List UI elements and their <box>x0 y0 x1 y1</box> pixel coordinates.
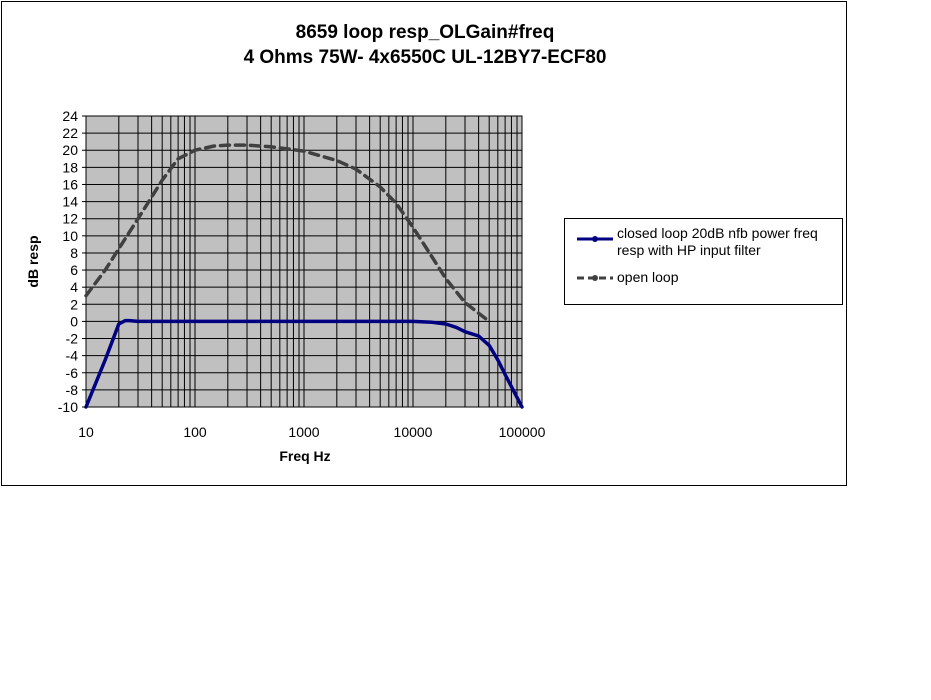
series-line-closed-loop <box>84 318 524 409</box>
legend-label-open-loop: open loop <box>617 269 679 285</box>
chart-title: 8659 loop resp_OLGain#freq <box>295 22 555 43</box>
y-tick-label: -6 <box>66 365 79 381</box>
y-tick-label: -8 <box>66 382 79 398</box>
y-tick-label: -2 <box>66 331 79 347</box>
y-tick-label: -4 <box>66 348 79 364</box>
y-tick-label: 0 <box>70 313 78 329</box>
chart-subtitle: 4 Ohms 75W- 4x6550C UL-12BY7-ECF80 <box>243 47 607 68</box>
y-tick-label: 2 <box>70 296 78 312</box>
y-tick-label: 10 <box>62 228 78 244</box>
legend-swatch-open-loop <box>577 275 613 281</box>
y-tick-label: 4 <box>70 279 78 295</box>
chart-frame: 24 22 20 18 16 14 12 10 8 6 4 2 0 -2 -4 -6 -8 -10 10 100 100… <box>1 1 847 486</box>
y-tick-label: -10 <box>58 399 78 415</box>
y-tick-label: 8 <box>70 245 78 261</box>
series-line-open-loop <box>84 143 491 324</box>
x-axis-label: Freq Hz <box>279 448 330 464</box>
x-tick-label: 10 <box>78 424 94 440</box>
y-tick-label: 24 <box>62 108 78 124</box>
legend-label-closed-loop: closed loop 20dB nfb power freq resp wit… <box>617 225 818 258</box>
y-tick-label: 6 <box>70 262 78 278</box>
legend-swatch-closed-loop <box>577 236 613 242</box>
y-tick-label: 18 <box>62 159 78 175</box>
x-tick-label: 100000 <box>499 424 546 440</box>
y-tick-label: 12 <box>62 211 78 227</box>
y-tick-label: 16 <box>62 176 78 192</box>
x-tick-label: 100 <box>183 424 207 440</box>
x-tick-label: 10000 <box>394 424 433 440</box>
legend: closed loop 20dB nfb power freq resp wit… <box>564 218 843 305</box>
y-tick-label: 22 <box>62 125 78 141</box>
x-tick-label: 1000 <box>288 424 319 440</box>
y-tick-label: 14 <box>62 194 78 210</box>
y-tick-label: 20 <box>62 142 78 158</box>
y-axis-label: dB resp <box>25 235 41 287</box>
